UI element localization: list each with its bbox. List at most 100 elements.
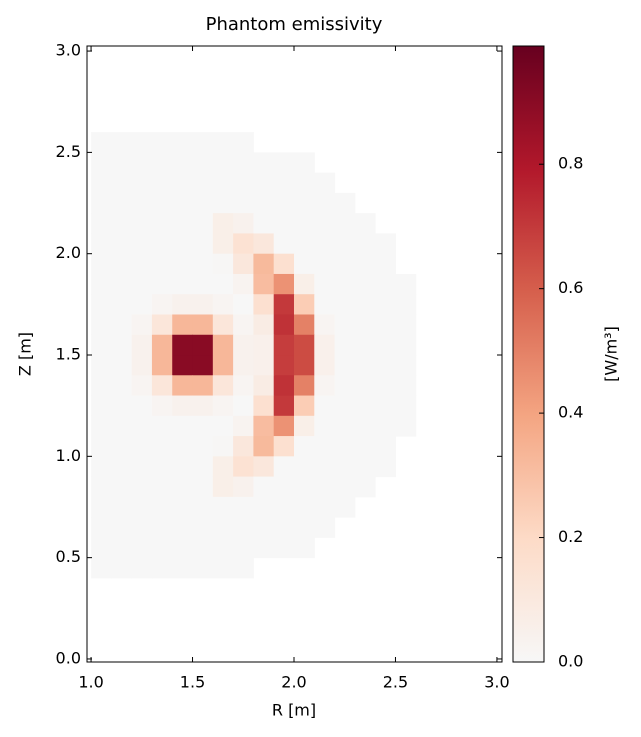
heatmap-cell [192, 395, 214, 417]
heatmap-cell [131, 314, 153, 336]
heatmap-cell [212, 172, 234, 194]
heatmap-cell [334, 253, 356, 275]
heatmap-cell [111, 375, 133, 397]
heatmap-cell [293, 375, 315, 397]
heatmap-cell [172, 233, 194, 255]
heatmap-cell [273, 415, 295, 437]
heatmap-cell [334, 496, 356, 518]
heatmap-cell [293, 233, 315, 255]
heatmap-cell [293, 172, 315, 194]
colorbar-label: [W/m³] [602, 326, 621, 382]
heatmap-cell [192, 456, 214, 478]
heatmap-cell [233, 375, 254, 397]
heatmap-cell [354, 415, 376, 437]
heatmap-cell [253, 314, 275, 336]
heatmap-cell [172, 253, 194, 275]
heatmap-cell [233, 294, 254, 315]
heatmap-cell [233, 152, 254, 174]
heatmap-cell [253, 456, 275, 478]
heatmap-cell [192, 375, 214, 397]
heatmap-cell [91, 436, 112, 457]
heatmap-cell [314, 192, 336, 214]
heatmap-cell [151, 253, 173, 275]
heatmap-cell [212, 132, 234, 153]
heatmap-cell [212, 192, 234, 214]
heatmap-cell [111, 132, 133, 153]
heatmap-cell [111, 152, 133, 174]
heatmap-cell [354, 334, 376, 356]
heatmap-cell [192, 192, 214, 214]
y-tick-label: 0.0 [56, 648, 81, 667]
heatmap-cell [314, 415, 336, 437]
heatmap-cell [253, 375, 275, 397]
heatmap-cell [314, 476, 336, 498]
heatmap-cell [91, 496, 112, 518]
heatmap-cell [354, 375, 376, 397]
y-tick-label: 2.5 [56, 142, 81, 161]
heatmap-cell [375, 395, 396, 417]
heatmap-cell [212, 375, 234, 397]
y-tick-label: 1.5 [56, 345, 81, 364]
heatmap-cell [91, 253, 112, 275]
heatmap-cell [375, 456, 396, 478]
heatmap-cell [131, 476, 153, 498]
heatmap-cell [131, 456, 153, 478]
heatmap-cell [91, 395, 112, 417]
heatmap-cell [212, 253, 234, 275]
heatmap-cell [91, 294, 112, 315]
heatmap-cell [131, 334, 153, 356]
heatmap-cell [91, 172, 112, 194]
heatmap-cell [334, 233, 356, 255]
heatmap-cell [314, 273, 336, 295]
heatmap-cell [212, 537, 234, 559]
heatmap-cell [212, 355, 234, 376]
heatmap-cell [111, 192, 133, 214]
heatmap-cell [91, 152, 112, 174]
heatmap-cell [151, 395, 173, 417]
heatmap-cell [172, 355, 194, 376]
heatmap-cell [273, 152, 295, 174]
y-tick-label: 3.0 [56, 41, 81, 60]
heatmap-cell [151, 476, 173, 498]
heatmap-cell [212, 314, 234, 336]
y-tick-label: 0.5 [56, 547, 81, 566]
heatmap-cell [334, 213, 356, 234]
heatmap-cell [91, 415, 112, 437]
heatmap-cell [91, 517, 112, 538]
heatmap-cell [151, 496, 173, 518]
heatmap-cell [375, 375, 396, 397]
heatmap-cell [151, 172, 173, 194]
heatmap-cell [111, 415, 133, 437]
heatmap-cell [131, 415, 153, 437]
heatmap-cell [212, 233, 234, 255]
heatmap-cell [375, 334, 396, 356]
heatmap-cell [212, 456, 234, 478]
heatmap-cell [131, 395, 153, 417]
heatmap-cell [151, 375, 173, 397]
heatmap-cell [172, 496, 194, 518]
heatmap-cell [334, 456, 356, 478]
x-tick-label: 1.5 [180, 673, 205, 692]
y-axis-label: Z [m] [16, 332, 35, 376]
heatmap-cell [253, 294, 275, 315]
heatmap-cell [354, 233, 376, 255]
heatmap-cell [233, 192, 254, 214]
heatmap-cell [131, 172, 153, 194]
heatmap-cell [314, 233, 336, 255]
heatmap-cell [131, 496, 153, 518]
heatmap-cell [273, 395, 295, 417]
heatmap-cell [253, 334, 275, 356]
heatmap-cell [151, 132, 173, 153]
heatmap-cell [192, 415, 214, 437]
heatmap-cell [314, 456, 336, 478]
heatmap-cell [192, 557, 214, 579]
heatmap-cell [151, 294, 173, 315]
heatmap-cell [293, 192, 315, 214]
heatmap-cell [131, 253, 153, 275]
heatmap-cell [334, 355, 356, 376]
heatmap-cell [172, 152, 194, 174]
heatmap-cell [192, 314, 214, 336]
heatmap-cell [253, 355, 275, 376]
heatmap-cell [111, 253, 133, 275]
heatmap-cell [111, 172, 133, 194]
